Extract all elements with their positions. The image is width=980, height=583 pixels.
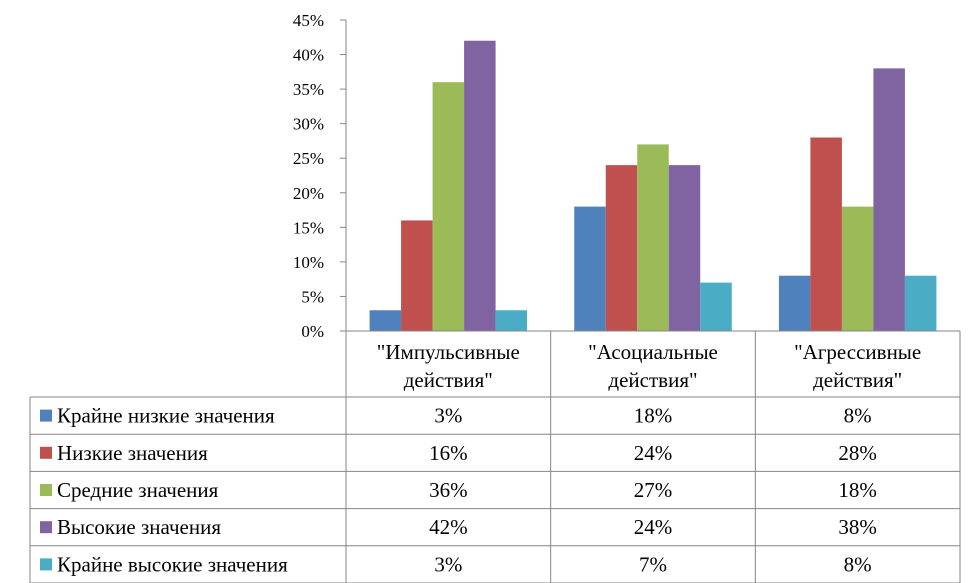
bar-5-1 (495, 310, 528, 331)
y-tick-label: 20% (293, 184, 324, 203)
data-label: 42% (429, 515, 468, 539)
legend-swatch-3 (40, 484, 52, 496)
data-label: 3% (434, 404, 462, 428)
bar-1-3 (778, 275, 811, 331)
data-label: 8% (844, 404, 872, 428)
y-tick-label: 10% (293, 253, 324, 272)
legend-label: Крайне низкие значения (57, 404, 275, 428)
data-label: 16% (429, 441, 468, 465)
category-label: действия" (404, 368, 493, 392)
data-label: 8% (844, 552, 872, 576)
category-label: действия" (608, 368, 697, 392)
data-label: 18% (634, 404, 673, 428)
y-tick-label: 35% (293, 80, 324, 99)
category-label: "Импульсивные (377, 340, 520, 364)
bar-1-2 (574, 206, 606, 331)
bar-3-2 (637, 144, 669, 331)
bar-2-2 (605, 165, 638, 331)
data-label: 27% (634, 478, 673, 502)
legend-swatch-4 (40, 521, 52, 534)
data-label: 38% (838, 515, 877, 539)
bar-1-1 (369, 310, 402, 331)
y-tick-label: 25% (293, 149, 324, 168)
data-label: 24% (634, 441, 673, 465)
bar-4-1 (464, 40, 496, 331)
y-tick-label: 40% (293, 46, 324, 65)
y-tick-label: 5% (301, 287, 324, 306)
legend-label: Средние значения (57, 478, 219, 502)
y-tick-label: 45% (293, 11, 324, 30)
bar-5-2 (700, 282, 732, 331)
y-tick-label: 15% (293, 218, 324, 237)
bar-5-3 (904, 275, 937, 331)
bar-4-2 (668, 165, 701, 331)
data-label: 7% (639, 552, 667, 576)
data-label: 36% (429, 478, 468, 502)
data-label: 3% (434, 552, 462, 576)
legend-swatch-1 (40, 409, 52, 422)
y-tick-label: 30% (293, 115, 324, 134)
bar-2-1 (401, 220, 433, 331)
data-label: 24% (634, 515, 673, 539)
bar-3-1 (432, 82, 465, 331)
data-label: 28% (838, 441, 877, 465)
legend-swatch-5 (40, 558, 52, 571)
category-label: действия" (813, 368, 902, 392)
y-tick-label: 0% (301, 322, 324, 341)
bar-2-3 (810, 137, 842, 331)
bar-4-3 (873, 68, 905, 331)
bar-3-3 (841, 206, 874, 331)
legend-label: Низкие значения (57, 441, 208, 465)
category-label: "Асоциальные (588, 340, 718, 364)
category-label: "Агрессивные (794, 340, 921, 364)
legend-swatch-2 (40, 446, 52, 459)
data-label: 18% (838, 478, 877, 502)
legend-label: Крайне высокие значения (57, 552, 288, 576)
legend-label: Высокие значения (57, 515, 221, 539)
